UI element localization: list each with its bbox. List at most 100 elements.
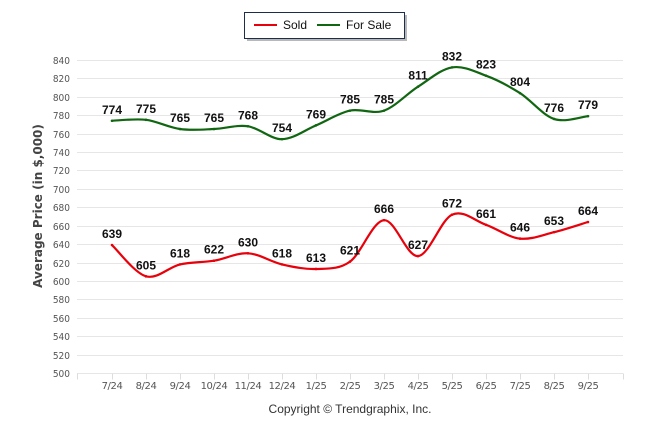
x-tick-label: 4/25 [408,381,429,392]
data-label-for-sale: 754 [272,121,292,135]
legend-label-for-sale: For Sale [346,18,392,32]
x-tick-label: 9/25 [578,381,599,392]
copyright-footer: Copyright © Trendgraphix, Inc. [269,402,432,416]
data-point-sold [586,220,590,224]
data-label-sold: 618 [170,246,190,260]
x-tick-label: 8/24 [136,381,157,392]
data-point-for-sale [110,119,114,123]
x-tick-label: 10/24 [201,381,228,392]
x-tick-label: 8/25 [544,381,565,392]
data-label-sold: 666 [374,202,394,216]
data-label-sold: 605 [136,258,156,272]
data-point-for-sale [552,117,556,121]
data-point-sold [484,223,488,227]
data-point-for-sale [416,85,420,88]
data-label-sold: 653 [544,214,564,228]
data-label-for-sale: 769 [306,107,326,121]
y-tick-label: 600 [53,277,70,288]
data-point-sold [212,259,216,262]
x-tick-label: 7/25 [510,381,531,392]
data-point-sold [246,252,250,255]
y-axis-title: Average Price (in $,000) [31,124,45,288]
data-label-sold: 664 [578,204,598,218]
legend: Sold For Sale [244,12,407,41]
x-tick-label: 6/25 [476,381,497,392]
data-point-sold [314,267,318,271]
y-tick-label: 720 [53,166,70,177]
x-tick-label: 5/25 [442,381,463,392]
data-point-sold [382,218,386,222]
data-point-for-sale [484,74,488,77]
y-tick-label: 700 [53,185,70,196]
data-label-for-sale: 768 [238,108,258,122]
x-axis-ticks: 7/24 8/24 9/24 10/24 11/24 12/24 1/25 2/25 3/25 4… [77,373,624,392]
data-label-for-sale: 776 [544,101,564,115]
series-lines [110,65,590,278]
data-point-for-sale [212,127,216,131]
y-tick-label: 540 [53,332,70,343]
data-point-sold [450,213,454,216]
x-tick-label: 3/25 [374,381,395,392]
y-tick-label: 620 [53,259,70,270]
data-point-for-sale [314,124,318,127]
data-label-for-sale: 775 [136,102,156,116]
data-label-sold: 622 [204,243,224,257]
data-point-sold [416,254,420,258]
data-label-sold: 661 [476,207,496,221]
data-point-for-sale [518,91,522,95]
data-point-for-sale [348,109,352,112]
data-point-for-sale [280,137,284,141]
data-label-sold: 621 [340,244,360,258]
data-label-for-sale: 785 [374,93,394,107]
y-tick-label: 560 [53,314,70,325]
data-label-for-sale: 823 [476,58,496,72]
data-point-sold [178,263,182,266]
gridlines [77,60,623,374]
data-label-sold: 627 [408,238,428,252]
data-point-sold [110,243,114,247]
y-tick-label: 800 [53,93,70,104]
data-label-for-sale: 779 [578,98,598,112]
legend-label-sold: Sold [283,18,307,32]
data-label-for-sale: 774 [102,103,122,117]
data-point-for-sale [246,124,250,128]
data-point-sold [144,275,148,278]
data-label-for-sale: 811 [408,69,428,83]
y-tick-label: 640 [53,240,70,251]
data-label-for-sale: 832 [442,49,462,63]
data-label-for-sale: 765 [170,111,190,125]
y-tick-label: 760 [53,130,70,141]
data-label-sold: 618 [272,246,292,260]
data-label-sold: 613 [306,251,326,265]
data-point-for-sale [382,109,386,112]
data-point-sold [280,263,284,266]
data-label-for-sale: 785 [340,93,360,107]
data-point-for-sale [450,66,454,69]
y-tick-label: 520 [53,351,70,362]
y-tick-label: 660 [53,222,70,233]
data-label-for-sale: 804 [510,75,530,89]
y-tick-label: 820 [53,74,70,85]
x-tick-label: 12/24 [269,381,296,392]
y-axis-ticks: 500 520 540 560 580 600 620 640 660 680 700 720 740 7… [53,56,70,380]
x-tick-label: 11/24 [235,381,262,392]
x-tick-label: 2/25 [340,381,361,392]
data-point-for-sale [178,127,182,131]
data-label-sold: 672 [442,197,462,211]
data-point-sold [348,260,352,263]
data-point-sold [552,230,556,234]
y-tick-label: 840 [53,56,70,67]
data-point-sold [518,237,522,240]
x-tick-label: 7/24 [102,381,123,392]
data-label-sold: 639 [102,227,122,241]
data-label-for-sale: 765 [204,111,224,125]
x-tick-label: 1/25 [306,381,327,392]
data-label-sold: 630 [238,235,258,249]
y-tick-label: 500 [53,369,70,380]
data-point-for-sale [586,114,590,118]
data-label-sold: 646 [510,221,530,235]
data-labels: 639 605 618 622 630 618 613 621 666 627 672 661 646 6… [102,49,598,272]
y-tick-label: 780 [53,111,70,122]
x-tick-label: 9/24 [170,381,191,392]
